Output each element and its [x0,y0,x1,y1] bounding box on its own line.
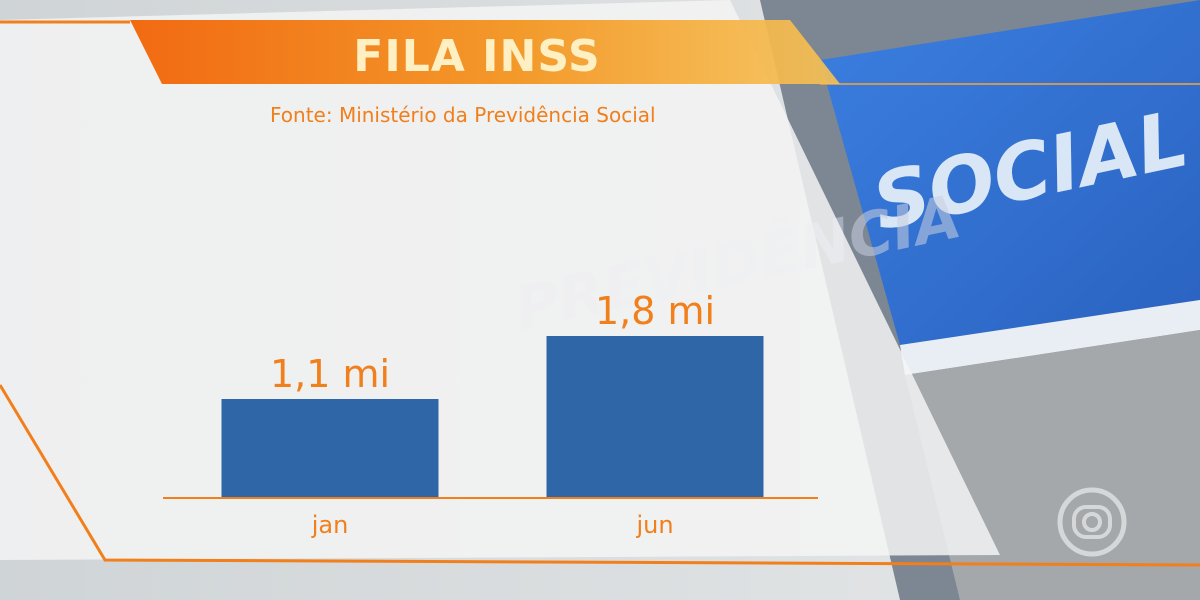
chart-source: Fonte: Ministério da Previdência Social [270,103,656,127]
chart-title: FILA INSS [353,31,600,82]
bar-jun [546,336,764,498]
x-tick-label-jan: jan [311,511,349,539]
value-label-jan: 1,1 mi [270,352,390,396]
bar-jan [221,399,439,498]
sign-panel [820,0,1200,345]
frame-line-bottom [0,384,1200,567]
value-label-jun: 1,8 mi [595,289,715,333]
title-banner [130,20,840,84]
globo-logo-icon [1057,487,1127,557]
bars-group: 1,1 mi jan 1,8 mi jun [221,289,764,539]
x-tick-label-jun: jun [635,511,673,539]
